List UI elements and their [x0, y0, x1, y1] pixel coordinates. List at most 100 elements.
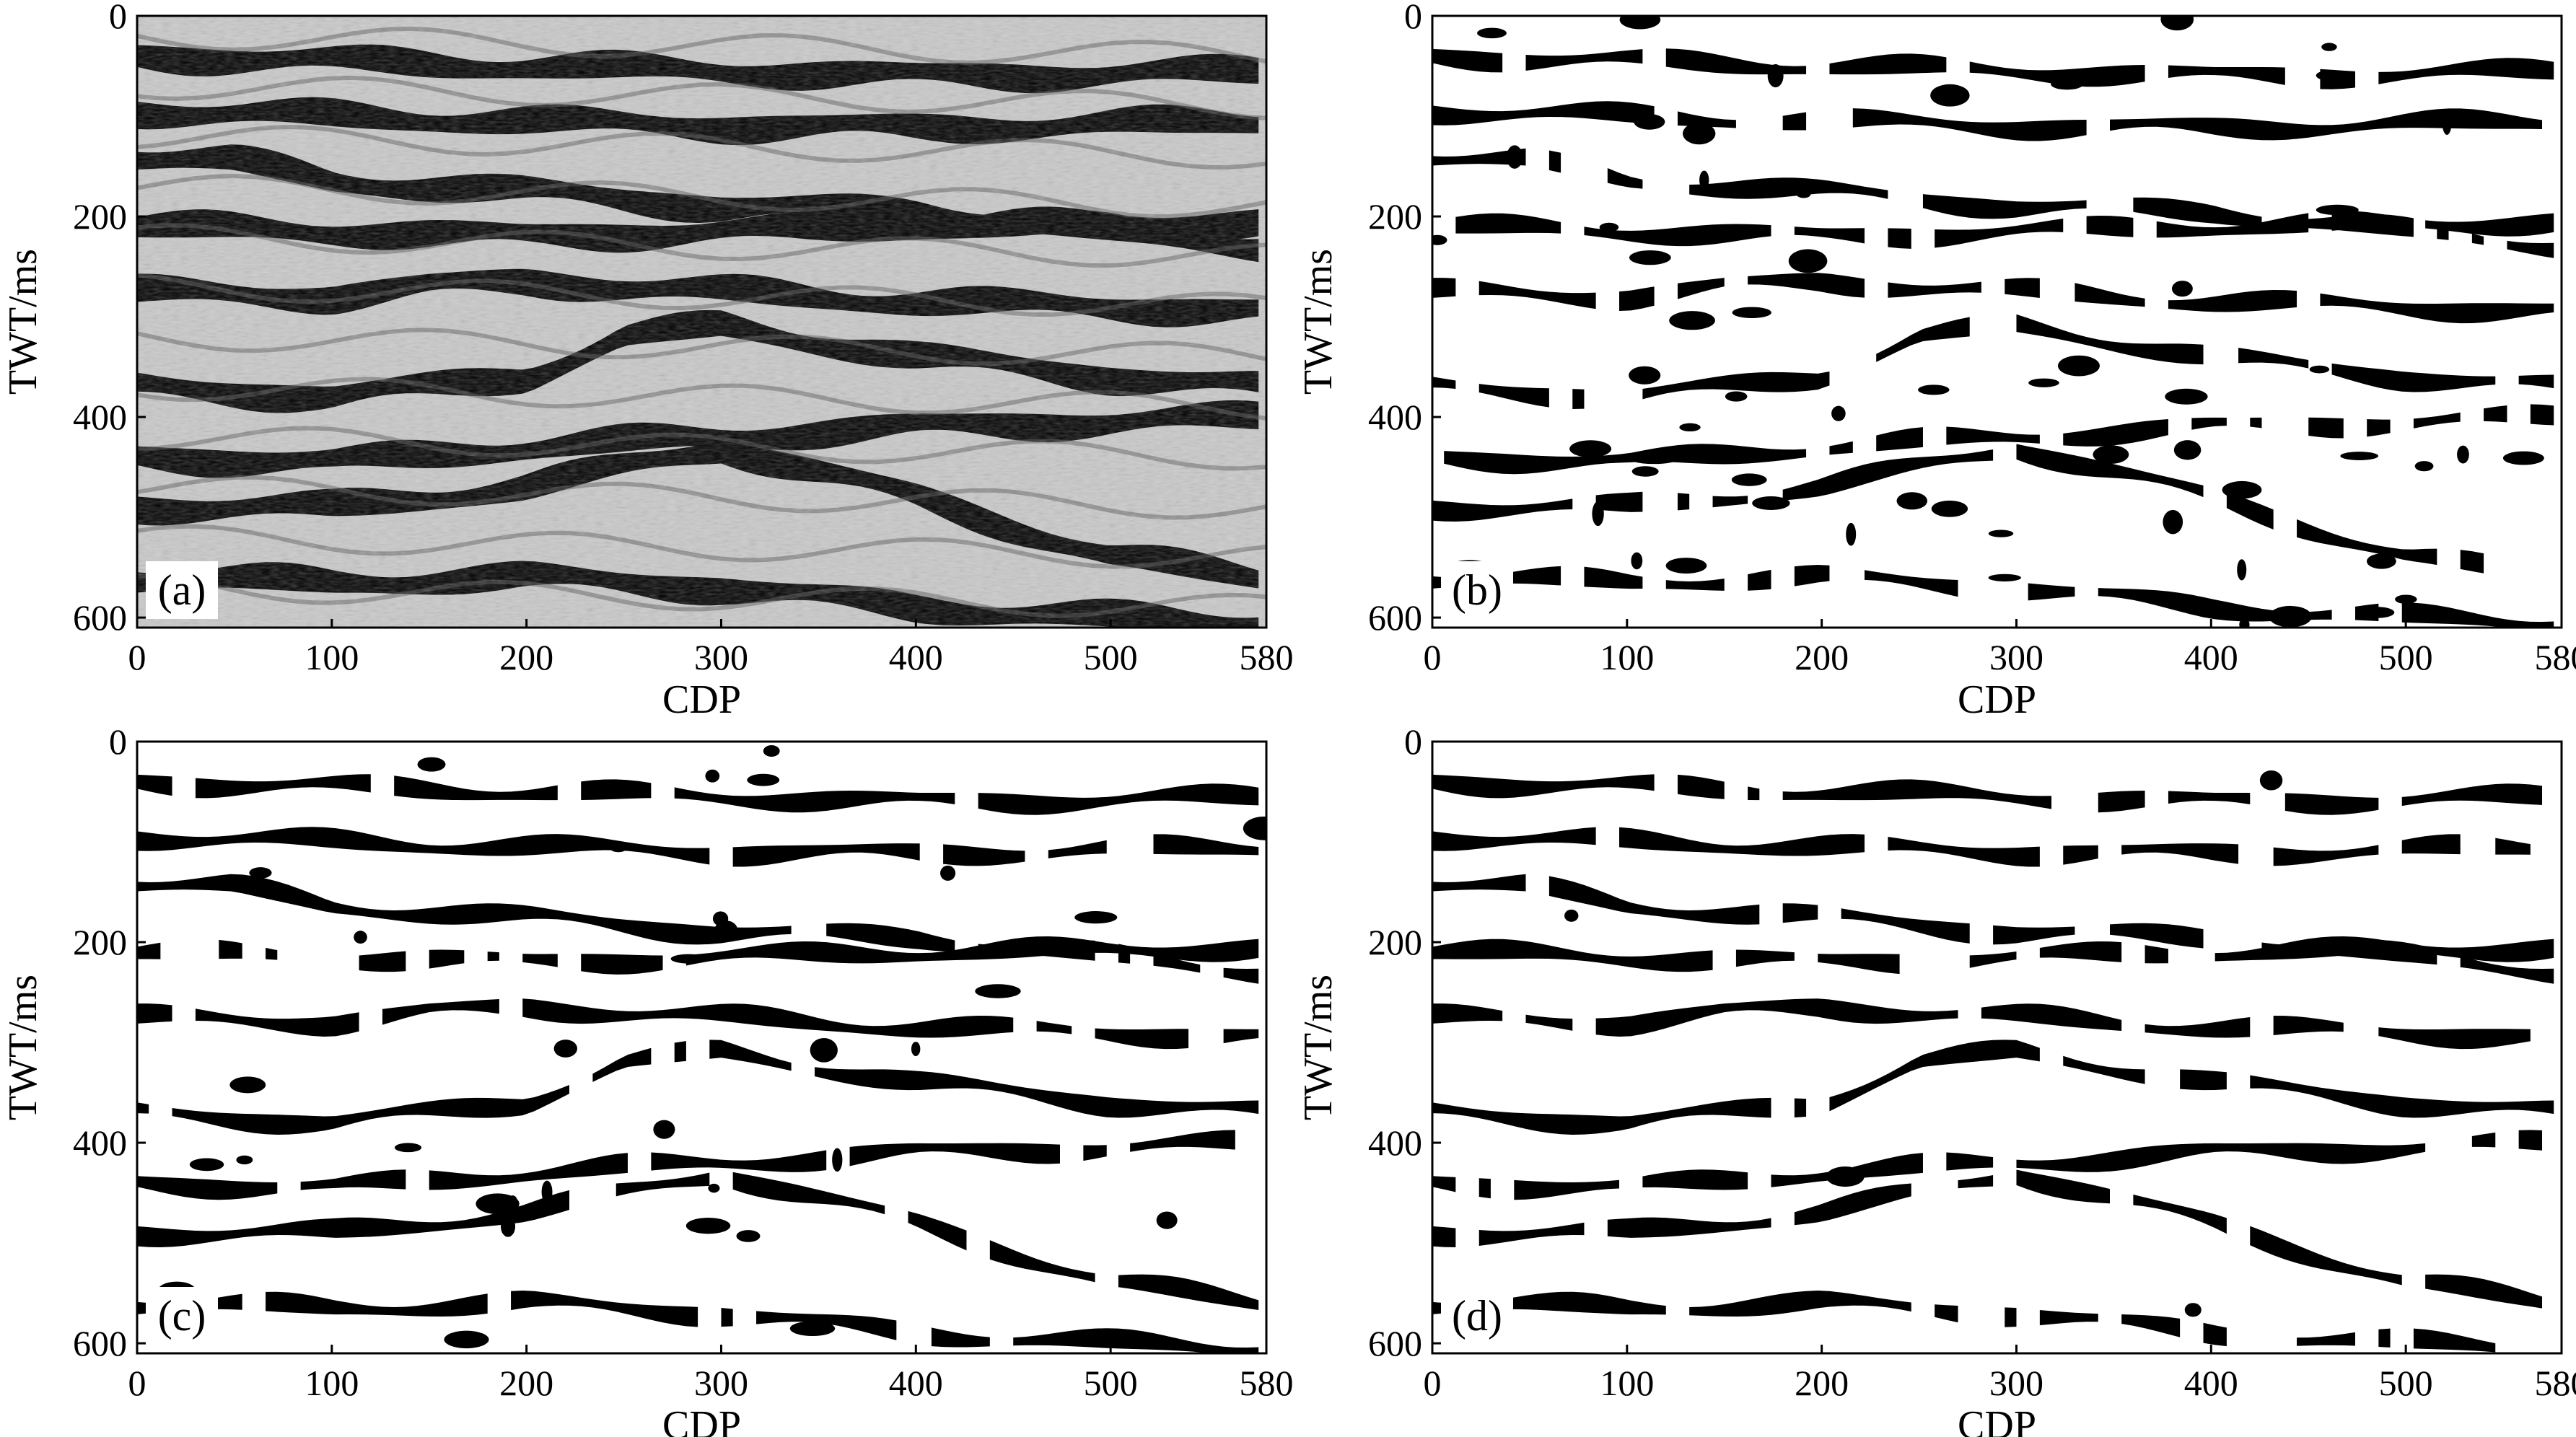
- horizon-band: [2378, 58, 2554, 84]
- noise-fragment: [2366, 553, 2396, 569]
- horizon-band: [2518, 1130, 2543, 1151]
- horizon-band: [1748, 569, 1771, 591]
- horizon-band: [2284, 793, 2379, 815]
- noise-fragment: [609, 842, 628, 853]
- horizon-band: [1782, 449, 1994, 501]
- noise-fragment: [685, 1217, 731, 1234]
- horizon-band: [511, 1291, 698, 1327]
- horizon-band: [651, 1150, 827, 1172]
- horizon-band: [1969, 61, 2145, 87]
- horizon-band: [2471, 233, 2484, 245]
- horizon-band: [2005, 1307, 2017, 1327]
- horizon-band: [1153, 834, 1259, 856]
- horizon-band: [1548, 150, 1561, 173]
- y-tick-label: 400: [1368, 1122, 1422, 1163]
- horizon-band: [1595, 998, 1958, 1037]
- horizon-band: [1958, 1174, 1994, 1189]
- horizon-band: [1852, 1153, 1923, 1179]
- horizon-band: [1223, 967, 1259, 984]
- noise-fragment: [1988, 574, 2021, 582]
- horizon-band: [1432, 939, 1713, 972]
- horizon-band: [2180, 1069, 2227, 1091]
- noise-fragment: [2239, 618, 2250, 628]
- horizon-band: [2016, 314, 2204, 365]
- noise-fragment: [2340, 452, 2378, 461]
- horizon-band: [1852, 108, 2087, 141]
- section-image: [1432, 770, 2554, 1353]
- horizon-band: [1677, 278, 1725, 299]
- noise-fragment: [249, 867, 272, 879]
- horizon-band: [2460, 956, 2554, 984]
- y-axis-label: TWT/ms: [1, 249, 45, 395]
- x-tick-label: 0: [1424, 637, 1442, 677]
- horizon-band: [1619, 286, 1655, 311]
- horizon-band: [1478, 281, 1596, 309]
- horizon-band: [1525, 1014, 1573, 1031]
- horizon-band: [826, 923, 955, 952]
- panel-label-box: [146, 1287, 218, 1345]
- horizon-band: [1677, 774, 1725, 799]
- noise-fragment: [2442, 112, 2452, 135]
- horizon-band: [2016, 1143, 2426, 1172]
- horizon-band: [1048, 840, 1107, 858]
- horizon-band: [2016, 1169, 2110, 1204]
- y-tick-label: 600: [73, 1323, 127, 1363]
- horizon-band: [1922, 194, 2087, 219]
- horizon-band: [1888, 281, 1981, 298]
- horizon-band: [2214, 936, 2554, 962]
- noise-fragment: [2057, 355, 2100, 377]
- noise-fragment: [1564, 909, 1579, 922]
- horizon-band: [943, 844, 1025, 866]
- horizon-band: [2367, 419, 2391, 437]
- horizon-band: [2063, 845, 2098, 865]
- horizon-band: [2063, 418, 2168, 447]
- x-tick-label: 100: [1600, 1363, 1654, 1403]
- horizon-band: [2133, 1194, 2227, 1234]
- noise-fragment: [444, 1330, 489, 1349]
- y-tick-label: 600: [73, 597, 127, 638]
- horizon-band: [2273, 845, 2379, 866]
- horizon-band: [1432, 827, 1596, 851]
- horizon-band: [1935, 218, 2064, 248]
- horizon-band: [1432, 498, 1573, 522]
- horizon-band: [2297, 519, 2437, 566]
- horizon-band: [1432, 1097, 1771, 1135]
- horizon-band: [2471, 1132, 2496, 1148]
- horizon-band: [2098, 588, 2274, 622]
- horizon-band: [266, 947, 278, 960]
- horizon-band: [756, 1311, 897, 1340]
- horizon-band: [2203, 1322, 2227, 1347]
- horizon-band: [2005, 278, 2040, 298]
- panel-label-box: [146, 561, 218, 619]
- horizon-band: [1619, 827, 1865, 856]
- horizon-band: [1444, 444, 1807, 475]
- horizon-band: [429, 1153, 628, 1190]
- horizon-band: [674, 787, 955, 813]
- noise-fragment: [2184, 1303, 2202, 1317]
- y-tick-label: 600: [1368, 597, 1422, 638]
- y-tick-label: 0: [109, 0, 127, 36]
- horizon-band: [1888, 836, 2040, 867]
- x-tick-label: 580: [2535, 637, 2576, 677]
- horizon-band: [137, 827, 710, 865]
- horizon-band: [849, 1143, 1060, 1166]
- horizon-band: [2518, 374, 2554, 389]
- x-tick-label: 580: [1240, 1363, 1294, 1403]
- horizon-band: [581, 954, 663, 975]
- horizon-band: [487, 952, 499, 962]
- horizon-band: [2168, 791, 2251, 804]
- x-tick-label: 200: [499, 637, 553, 677]
- x-tick-label: 200: [499, 1363, 553, 1403]
- noise-fragment: [2028, 378, 2059, 387]
- horizon-band: [1478, 1222, 1585, 1246]
- plot-frame: [136, 740, 1268, 1355]
- horizon-band: [1013, 1328, 1259, 1353]
- noise-fragment: [763, 745, 780, 757]
- horizon-band: [2168, 65, 2285, 85]
- panel-3: 0 100 200 300 400 500 580 0 200 400 600 CDP TWT/ms (c…: [1, 721, 1294, 1437]
- x-axis-label: CDP: [1958, 1403, 2036, 1437]
- y-tick-label: 0: [109, 721, 127, 762]
- horizon-band: [1993, 925, 2075, 945]
- horizon-band: [172, 1084, 570, 1135]
